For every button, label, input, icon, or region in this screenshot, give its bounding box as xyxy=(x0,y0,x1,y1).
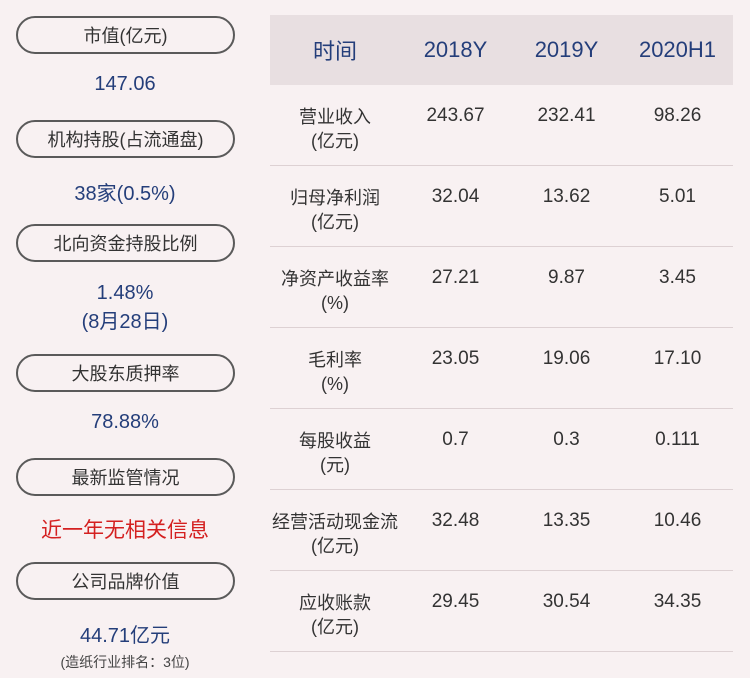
row-label-unit: (%) xyxy=(321,293,349,313)
row-label-unit: (亿元) xyxy=(311,131,359,151)
row-label: 每股收益 (元) xyxy=(270,409,400,489)
cell-2020h1: 98.26 xyxy=(653,105,702,126)
cell-2018: 0.7 xyxy=(442,429,469,450)
table-header: 时间 2018Y 2019Y 2020H1 xyxy=(270,15,733,85)
brand-value-label: 公司品牌价值 xyxy=(16,562,235,600)
cell-2018: 32.48 xyxy=(431,510,480,531)
cell-2020h1: 10.46 xyxy=(653,510,702,531)
pledge-rate-label: 大股东质押率 xyxy=(16,354,235,392)
row-label: 营业收入 (亿元) xyxy=(270,85,400,165)
table-row: 经营活动现金流 (亿元) 32.48 13.35 10.46 xyxy=(270,490,733,571)
header-2018: 2018Y xyxy=(423,37,488,62)
row-label-unit: (元) xyxy=(320,455,350,475)
institution-holding-label: 机构持股(占流通盘) xyxy=(16,120,235,158)
financial-table: 时间 2018Y 2019Y 2020H1 营业收入 (亿元) 243.67 23… xyxy=(270,15,733,652)
left-panel: 市值(亿元) 147.06 机构持股(占流通盘) 38家(0.5%) 北向资金持… xyxy=(0,0,250,678)
market-cap-value: 147.06 xyxy=(94,73,156,95)
cell-2019: 13.62 xyxy=(542,186,591,207)
regulation-label: 最新监管情况 xyxy=(16,458,235,496)
brand-value: 44.71亿元 (造纸行业排名：3位) xyxy=(0,619,250,672)
row-label: 净资产收益率 (%) xyxy=(270,247,400,327)
market-cap-label: 市值(亿元) xyxy=(16,16,235,54)
row-label-main: 毛利率 xyxy=(308,350,362,370)
row-label-unit: (亿元) xyxy=(311,536,359,556)
table-row: 营业收入 (亿元) 243.67 232.41 98.26 xyxy=(270,85,733,166)
table-row: 应收账款 (亿元) 29.45 30.54 34.35 xyxy=(270,571,733,652)
northbound-date: (8月28日) xyxy=(81,311,169,333)
cell-2019: 19.06 xyxy=(542,348,591,369)
row-label-main: 经营活动现金流 xyxy=(272,512,398,532)
row-label-main: 营业收入 xyxy=(299,107,371,127)
row-label-main: 归母净利润 xyxy=(290,188,380,208)
row-label-main: 净资产收益率 xyxy=(281,269,389,289)
cell-2019: 0.3 xyxy=(553,429,580,450)
northbound-value: 1.48% (8月28日) xyxy=(0,282,250,334)
regulation-value: 近一年无相关信息 xyxy=(41,519,209,542)
cell-2019: 9.87 xyxy=(548,267,585,288)
cell-2018: 243.67 xyxy=(426,105,485,126)
brand-rank-note: (造纸行业排名：3位) xyxy=(60,654,190,670)
cell-2018: 29.45 xyxy=(431,591,480,612)
brand-value-amount: 44.71亿元 xyxy=(79,625,171,647)
row-label: 毛利率 (%) xyxy=(270,328,400,408)
table-row: 毛利率 (%) 23.05 19.06 17.10 xyxy=(270,328,733,409)
pledge-rate-value: 78.88% xyxy=(91,411,159,433)
row-label-main: 每股收益 xyxy=(299,431,371,451)
northbound-percent: 1.48% xyxy=(96,282,154,304)
table-row: 净资产收益率 (%) 27.21 9.87 3.45 xyxy=(270,247,733,328)
header-time: 时间 xyxy=(312,39,357,64)
row-label-unit: (%) xyxy=(321,374,349,394)
cell-2020h1: 17.10 xyxy=(653,348,702,369)
northbound-label: 北向资金持股比例 xyxy=(16,224,235,262)
cell-2019: 232.41 xyxy=(537,105,596,126)
cell-2020h1: 34.35 xyxy=(653,591,702,612)
table-row: 归母净利润 (亿元) 32.04 13.62 5.01 xyxy=(270,166,733,247)
institution-holding-value: 38家(0.5%) xyxy=(74,183,176,205)
header-2019: 2019Y xyxy=(534,37,599,62)
cell-2020h1: 5.01 xyxy=(659,186,696,207)
header-2020h1: 2020H1 xyxy=(638,37,717,62)
cell-2020h1: 3.45 xyxy=(659,267,696,288)
row-label: 经营活动现金流 (亿元) xyxy=(270,490,400,570)
row-label: 归母净利润 (亿元) xyxy=(270,166,400,246)
cell-2018: 32.04 xyxy=(431,186,480,207)
cell-2018: 23.05 xyxy=(431,348,480,369)
row-label-unit: (亿元) xyxy=(311,212,359,232)
cell-2018: 27.21 xyxy=(431,267,480,288)
cell-2019: 13.35 xyxy=(542,510,591,531)
row-label: 应收账款 (亿元) xyxy=(270,571,400,651)
cell-2019: 30.54 xyxy=(542,591,591,612)
cell-2020h1: 0.111 xyxy=(655,429,700,450)
row-label-unit: (亿元) xyxy=(311,617,359,637)
row-label-main: 应收账款 xyxy=(299,593,371,613)
table-row: 每股收益 (元) 0.7 0.3 0.111 xyxy=(270,409,733,490)
